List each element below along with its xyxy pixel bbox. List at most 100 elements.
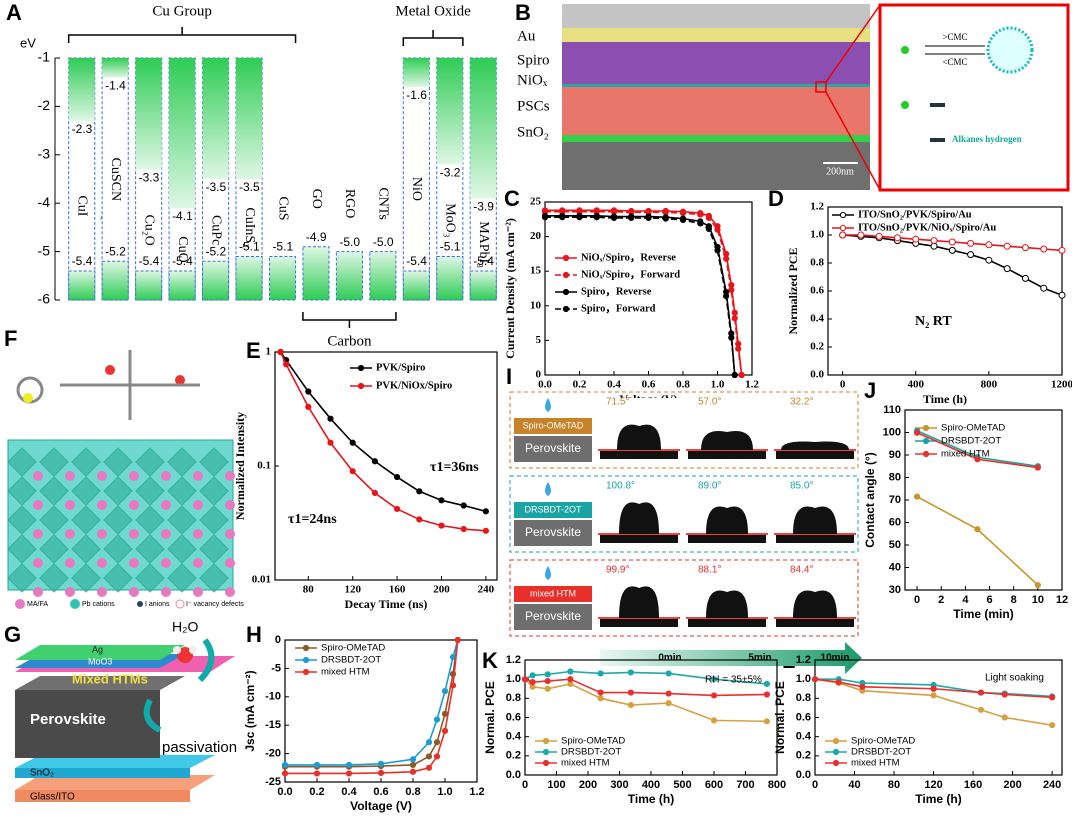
- valence-band: [402, 270, 430, 301]
- base: [776, 451, 854, 459]
- y-axis-label: Current Density (mA cm⁻²): [503, 218, 517, 359]
- series-line: [916, 495, 1039, 586]
- octahedron: [135, 476, 165, 506]
- y-tick-label: 0.4: [796, 731, 812, 743]
- data-point: [425, 764, 433, 771]
- x-tick-label: 1200: [1051, 379, 1072, 391]
- category-label: RGO: [342, 189, 357, 219]
- data-point: [627, 669, 634, 676]
- data-point: [438, 522, 445, 529]
- data-point: [449, 682, 457, 689]
- legend-marker: [542, 759, 550, 767]
- data-point: [913, 429, 921, 436]
- legend-marker: [562, 271, 570, 279]
- cation: [97, 558, 107, 568]
- legend-text: I anions: [145, 601, 170, 608]
- x-tick-label: 240: [1043, 779, 1061, 791]
- angle-label: 100.8°: [606, 481, 635, 492]
- group-label: Cu Group: [152, 3, 212, 19]
- conduction-band: [470, 58, 497, 199]
- cation: [193, 471, 203, 481]
- panel-letter: C: [504, 186, 520, 211]
- category-label: CuInS₂: [242, 207, 257, 248]
- value-label: -5.4: [473, 254, 494, 268]
- cation: [65, 558, 75, 568]
- x-tick-label: 400: [642, 779, 660, 791]
- panel-letter: F: [4, 326, 17, 351]
- cation: [129, 471, 139, 481]
- cation: [129, 500, 139, 510]
- x-axis-label: Time (h): [923, 392, 967, 406]
- note: Alkanes hydrogen: [952, 134, 1022, 144]
- cation: [193, 587, 203, 597]
- data-point: [1058, 291, 1066, 299]
- valence-band: [235, 255, 263, 301]
- legend-marker: [832, 748, 840, 756]
- legend-marker: [562, 254, 570, 262]
- y-tick-label: 0: [275, 634, 281, 646]
- category-label: GO: [309, 189, 324, 209]
- y-axis-label: Normal. PCE: [773, 681, 787, 754]
- data-point: [893, 234, 901, 242]
- x-tick-label: 0.6: [642, 379, 656, 391]
- data-point: [665, 700, 672, 707]
- x-tick-label: 240: [478, 584, 495, 596]
- cation: [225, 529, 235, 539]
- band-frame: [101, 57, 129, 301]
- data-point: [349, 468, 356, 475]
- time-label: 10min: [821, 653, 850, 664]
- data-point: [1058, 246, 1066, 254]
- data-point: [371, 489, 378, 497]
- legend-marker: [562, 288, 570, 296]
- data-point: [529, 672, 536, 679]
- x-tick-label: 80: [303, 584, 315, 596]
- octahedron: [7, 534, 37, 564]
- data-point: [731, 315, 738, 322]
- category-label: Cu₂O: [141, 214, 156, 245]
- legend-marker: [839, 224, 847, 232]
- data-point: [728, 286, 735, 293]
- octahedron: [103, 447, 133, 477]
- octahedron: [71, 476, 101, 506]
- y-tick-label: 1.0: [506, 673, 521, 685]
- data-point: [710, 717, 718, 724]
- category-label: CuSCN: [108, 158, 123, 202]
- x-tick-label: 1.0: [437, 786, 452, 798]
- cation: [65, 529, 75, 539]
- x-tick-label: 200: [1003, 779, 1021, 791]
- y-tick-label: 0.0: [796, 769, 811, 781]
- octahedron: [7, 563, 37, 593]
- y-tick-label: 0.1: [257, 460, 271, 472]
- data-point: [974, 456, 981, 463]
- y-axis-label: Jsc (mA cm⁻²): [243, 670, 257, 751]
- x-tick-label: 0.0: [538, 379, 552, 391]
- x-tick-label: 0: [812, 779, 818, 791]
- htm-label-box: [514, 586, 592, 602]
- cation: [225, 558, 235, 568]
- y-tick-label: 10: [530, 299, 542, 311]
- category-label: CuS: [275, 196, 290, 220]
- y-tick-label: 0.6: [506, 711, 521, 723]
- base: [600, 619, 678, 627]
- valence-band: [135, 270, 163, 301]
- cation: [33, 529, 43, 539]
- y-tick-label: 5: [536, 334, 542, 346]
- y-tick-label: 1.0: [796, 673, 811, 685]
- data-point: [763, 691, 771, 698]
- legend-marker: [302, 668, 310, 676]
- data-point: [977, 689, 985, 696]
- data-point: [482, 527, 489, 534]
- value-label: -3.3: [139, 170, 160, 184]
- data-point: [349, 439, 356, 446]
- htm-label: DRSBDT-2OT: [524, 504, 582, 514]
- legend-text: MA/FA: [27, 601, 48, 608]
- y-axis-label: eV: [20, 35, 36, 50]
- time-label: 0min: [658, 653, 681, 664]
- data-point: [544, 677, 551, 685]
- cation: [65, 587, 75, 597]
- y-tick-label: 0.8: [796, 692, 811, 704]
- data-point: [377, 760, 385, 767]
- data-point: [875, 232, 883, 240]
- data-point: [416, 516, 423, 523]
